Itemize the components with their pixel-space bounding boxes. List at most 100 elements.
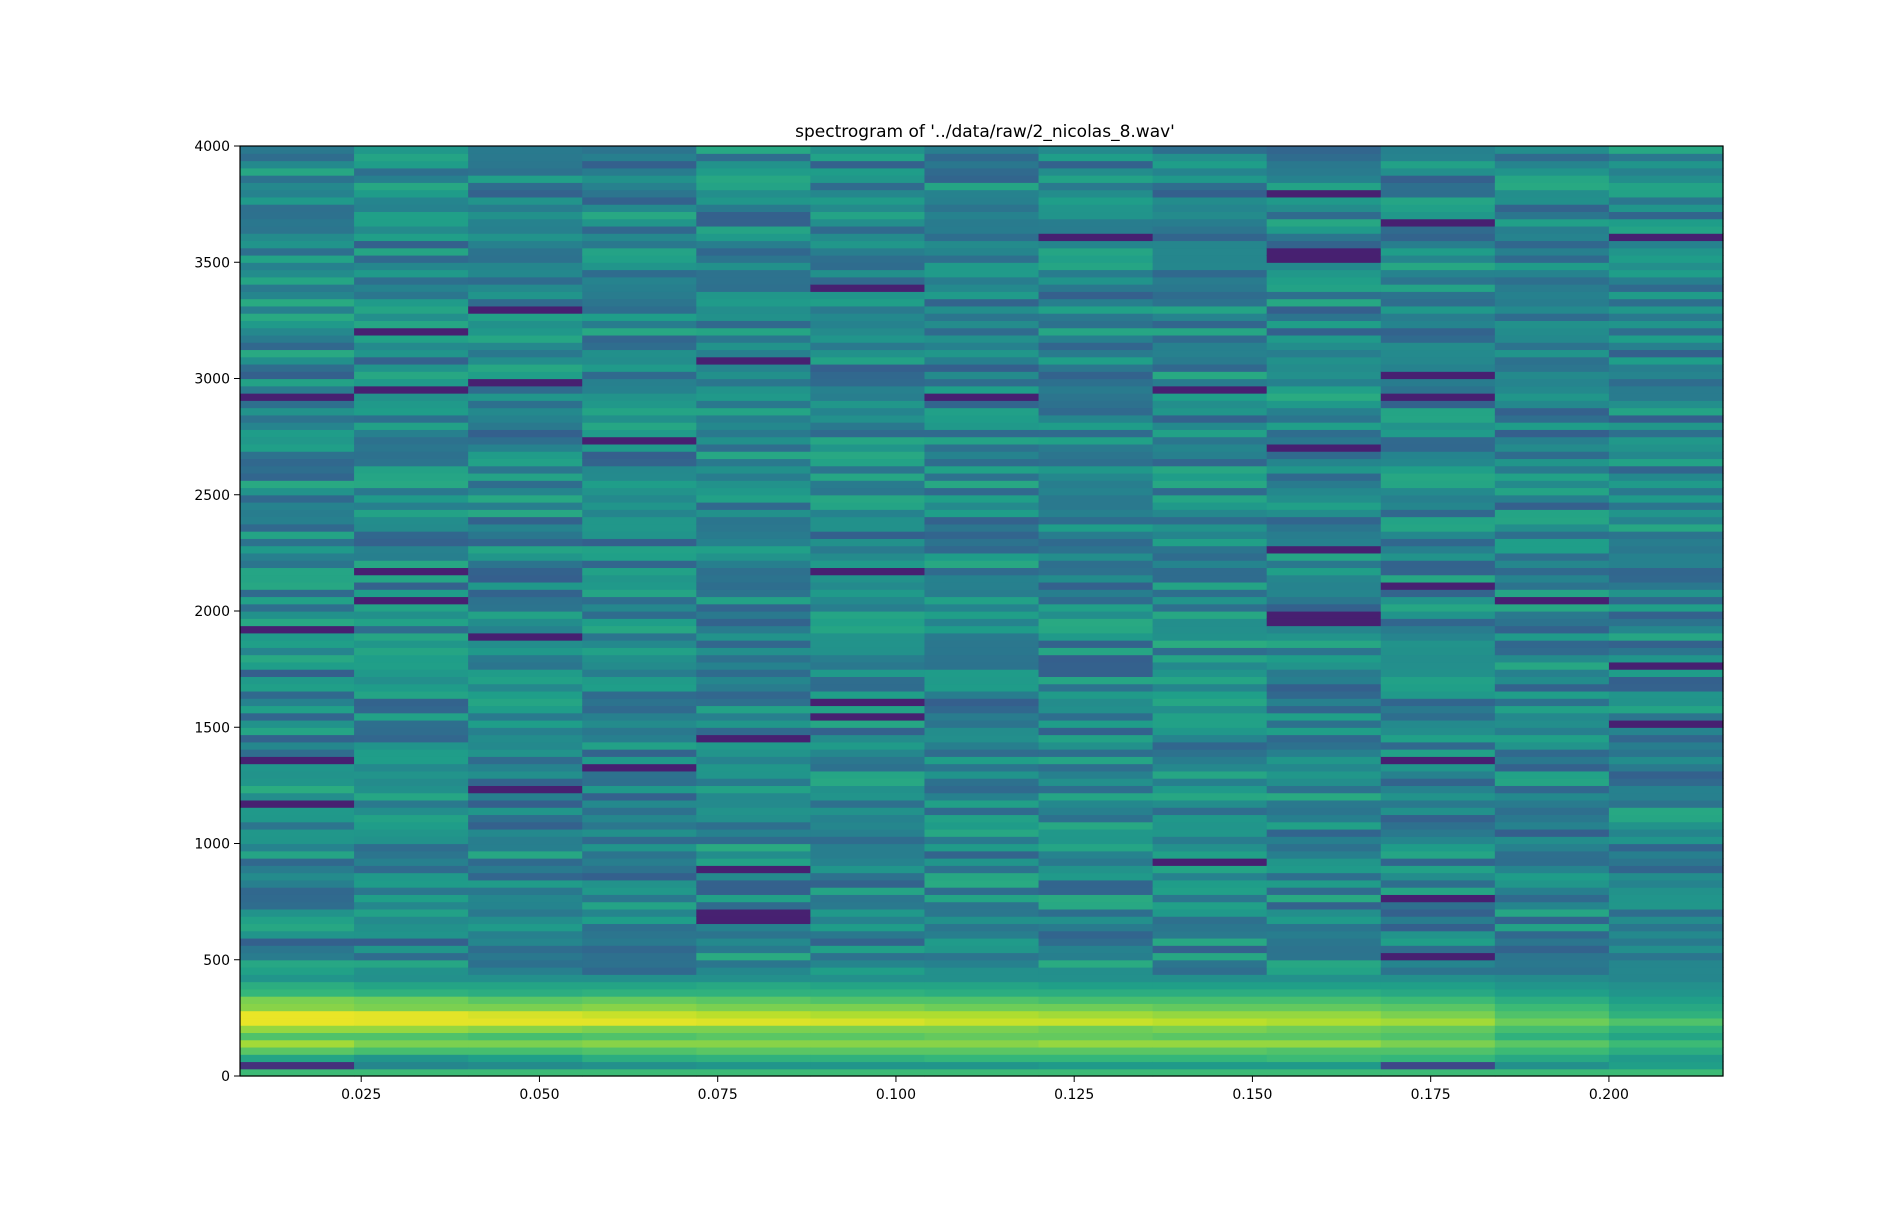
- heatmap-cell: [696, 1025, 811, 1034]
- heatmap-cell: [1608, 654, 1724, 663]
- heatmap-cell: [1038, 661, 1154, 670]
- heatmap-cell: [240, 908, 355, 917]
- heatmap-cell: [468, 334, 583, 343]
- heatmap-cell: [1380, 683, 1496, 692]
- heatmap-cell: [924, 487, 1040, 496]
- heatmap-cell: [1038, 916, 1154, 925]
- heatmap-cell: [1038, 1032, 1154, 1041]
- heatmap-cell: [1038, 828, 1154, 837]
- heatmap-cell: [1380, 1039, 1496, 1048]
- heatmap-cell: [810, 996, 926, 1004]
- heatmap-cell: [240, 937, 355, 946]
- heatmap-cell: [1608, 552, 1724, 561]
- heatmap-cell: [1494, 451, 1610, 460]
- heatmap-cell: [468, 531, 583, 539]
- heatmap-cell: [810, 167, 926, 176]
- heatmap-cell: [924, 872, 1040, 881]
- heatmap-cell: [696, 393, 811, 401]
- heatmap-cell: [582, 945, 697, 954]
- heatmap-cell: [1152, 146, 1268, 154]
- heatmap-cell: [240, 487, 355, 496]
- heatmap-cell: [582, 254, 697, 263]
- heatmap-cell: [240, 967, 355, 975]
- heatmap-cell: [582, 204, 697, 212]
- heatmap-cell: [582, 175, 697, 183]
- heatmap-cell: [1266, 690, 1382, 699]
- heatmap-cell: [810, 596, 926, 605]
- heatmap-cell: [582, 298, 697, 307]
- heatmap-cell: [924, 908, 1040, 917]
- heatmap-cell: [1038, 269, 1154, 278]
- heatmap-cell: [1266, 937, 1382, 946]
- heatmap-cell: [1152, 988, 1268, 997]
- heatmap-cell: [1266, 371, 1382, 380]
- heatmap-cell: [1038, 516, 1154, 525]
- heatmap-cell: [1152, 967, 1268, 975]
- heatmap-cell: [468, 182, 583, 191]
- heatmap-cell: [468, 414, 583, 423]
- heatmap-cell: [696, 225, 811, 234]
- heatmap-cell: [1608, 414, 1724, 423]
- heatmap-cell: [1038, 654, 1154, 663]
- heatmap-cell: [1494, 850, 1610, 859]
- heatmap-cell: [696, 719, 811, 728]
- heatmap-cell: [240, 451, 355, 460]
- heatmap-cell: [1152, 683, 1268, 692]
- heatmap-cell: [468, 545, 583, 554]
- heatmap-cell: [810, 581, 926, 590]
- heatmap-cell: [240, 923, 355, 932]
- heatmap-cell: [468, 741, 583, 750]
- heatmap-cell: [696, 1003, 811, 1012]
- heatmap-cell: [1152, 959, 1268, 968]
- heatmap-cell: [582, 516, 697, 525]
- heatmap-cell: [1266, 167, 1382, 176]
- heatmap-cell: [1266, 1032, 1382, 1041]
- heatmap-cell: [810, 378, 926, 387]
- heatmap-cell: [1494, 937, 1610, 946]
- heatmap-cell: [1494, 887, 1610, 895]
- heatmap-cell: [810, 371, 926, 380]
- heatmap-cell: [1152, 719, 1268, 728]
- heatmap-cell: [1152, 603, 1268, 612]
- heatmap-cell: [1380, 894, 1496, 903]
- heatmap-cell: [1152, 763, 1268, 772]
- heatmap-cell: [240, 240, 355, 249]
- heatmap-cell: [696, 683, 811, 692]
- heatmap-cell: [240, 545, 355, 554]
- heatmap-cell: [240, 400, 355, 409]
- heatmap-cell: [1608, 756, 1724, 765]
- heatmap-cell: [924, 894, 1040, 903]
- heatmap-cell: [924, 327, 1040, 336]
- heatmap-cell: [810, 603, 926, 612]
- heatmap-cell: [924, 611, 1040, 619]
- heatmap-cell: [810, 611, 926, 619]
- heatmap-cell: [354, 865, 469, 874]
- heatmap-cell: [1494, 727, 1610, 736]
- heatmap-cell: [810, 1003, 926, 1012]
- heatmap-cell: [1494, 581, 1610, 590]
- heatmap-cell: [1380, 727, 1496, 736]
- heatmap-cell: [468, 1010, 583, 1019]
- heatmap-cell: [1380, 422, 1496, 430]
- heatmap-cell: [468, 821, 583, 830]
- heatmap-cell: [1038, 393, 1154, 401]
- heatmap-cell: [1494, 792, 1610, 801]
- heatmap-cell: [582, 552, 697, 561]
- heatmap-cell: [468, 785, 583, 794]
- heatmap-cell: [924, 175, 1040, 183]
- heatmap-cell: [1380, 291, 1496, 300]
- heatmap-cell: [354, 291, 469, 300]
- heatmap-cell: [810, 327, 926, 336]
- heatmap-cell: [810, 807, 926, 816]
- heatmap-cell: [1494, 480, 1610, 489]
- heatmap-cell: [1380, 545, 1496, 554]
- heatmap-cell: [354, 1017, 469, 1026]
- heatmap-cell: [1380, 1061, 1496, 1070]
- heatmap-cell: [1608, 1025, 1724, 1034]
- heatmap-cell: [582, 712, 697, 721]
- heatmap-cell: [1152, 1025, 1268, 1034]
- heatmap-cell: [582, 916, 697, 925]
- heatmap-cell: [1266, 153, 1382, 162]
- heatmap-cell: [1152, 458, 1268, 467]
- heatmap-cell: [1152, 414, 1268, 423]
